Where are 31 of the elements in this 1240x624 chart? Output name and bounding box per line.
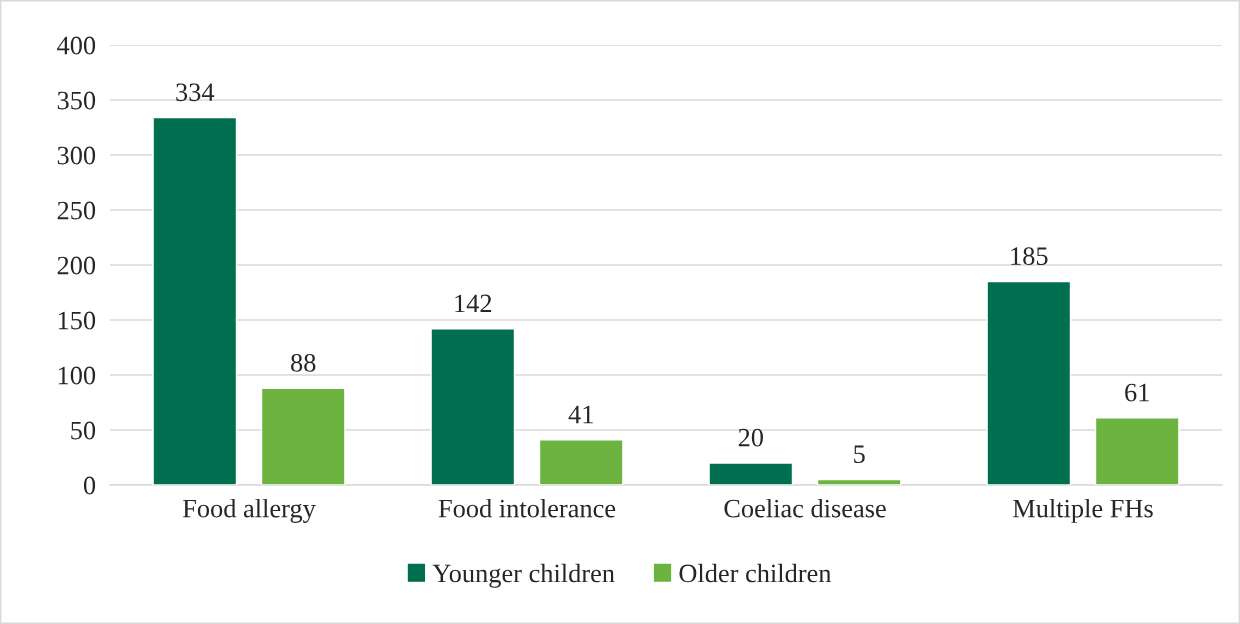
x-tick-label: Multiple FHs — [1013, 498, 1153, 523]
data-label: 142 — [455, 294, 492, 313]
bar — [708, 462, 794, 485]
bar — [430, 328, 516, 485]
data-label: 334 — [176, 83, 215, 102]
y-tick-label: 50 — [71, 421, 96, 440]
x-tick-label: Coeliac disease — [724, 498, 886, 518]
y-tick-label: 200 — [57, 256, 96, 275]
bar — [260, 387, 346, 485]
bar — [986, 280, 1072, 485]
y-tick-label: 350 — [57, 91, 96, 110]
y-tick-label: 100 — [58, 366, 96, 385]
data-label: 20 — [738, 428, 763, 447]
data-label: 88 — [291, 353, 316, 372]
y-tick-label: 300 — [57, 146, 96, 165]
y-tick-label: 150 — [58, 311, 96, 330]
bar — [816, 478, 902, 485]
bar — [538, 439, 624, 485]
y-tick-label: 250 — [57, 201, 96, 220]
bar — [152, 116, 238, 485]
data-label: 5 — [854, 445, 865, 464]
data-label: 61 — [1125, 383, 1149, 402]
y-tick-label: 400 — [57, 36, 96, 55]
legend-label: Older children — [679, 563, 832, 583]
data-label: 185 — [1011, 247, 1048, 266]
x-tick-label: Food intolerance — [438, 498, 616, 518]
bar — [1094, 417, 1180, 485]
data-label: 41 — [568, 405, 593, 424]
legend-label: Younger children — [432, 563, 615, 588]
y-tick-label: 0 — [83, 476, 96, 495]
x-tick-label: Food allergy — [182, 498, 316, 523]
